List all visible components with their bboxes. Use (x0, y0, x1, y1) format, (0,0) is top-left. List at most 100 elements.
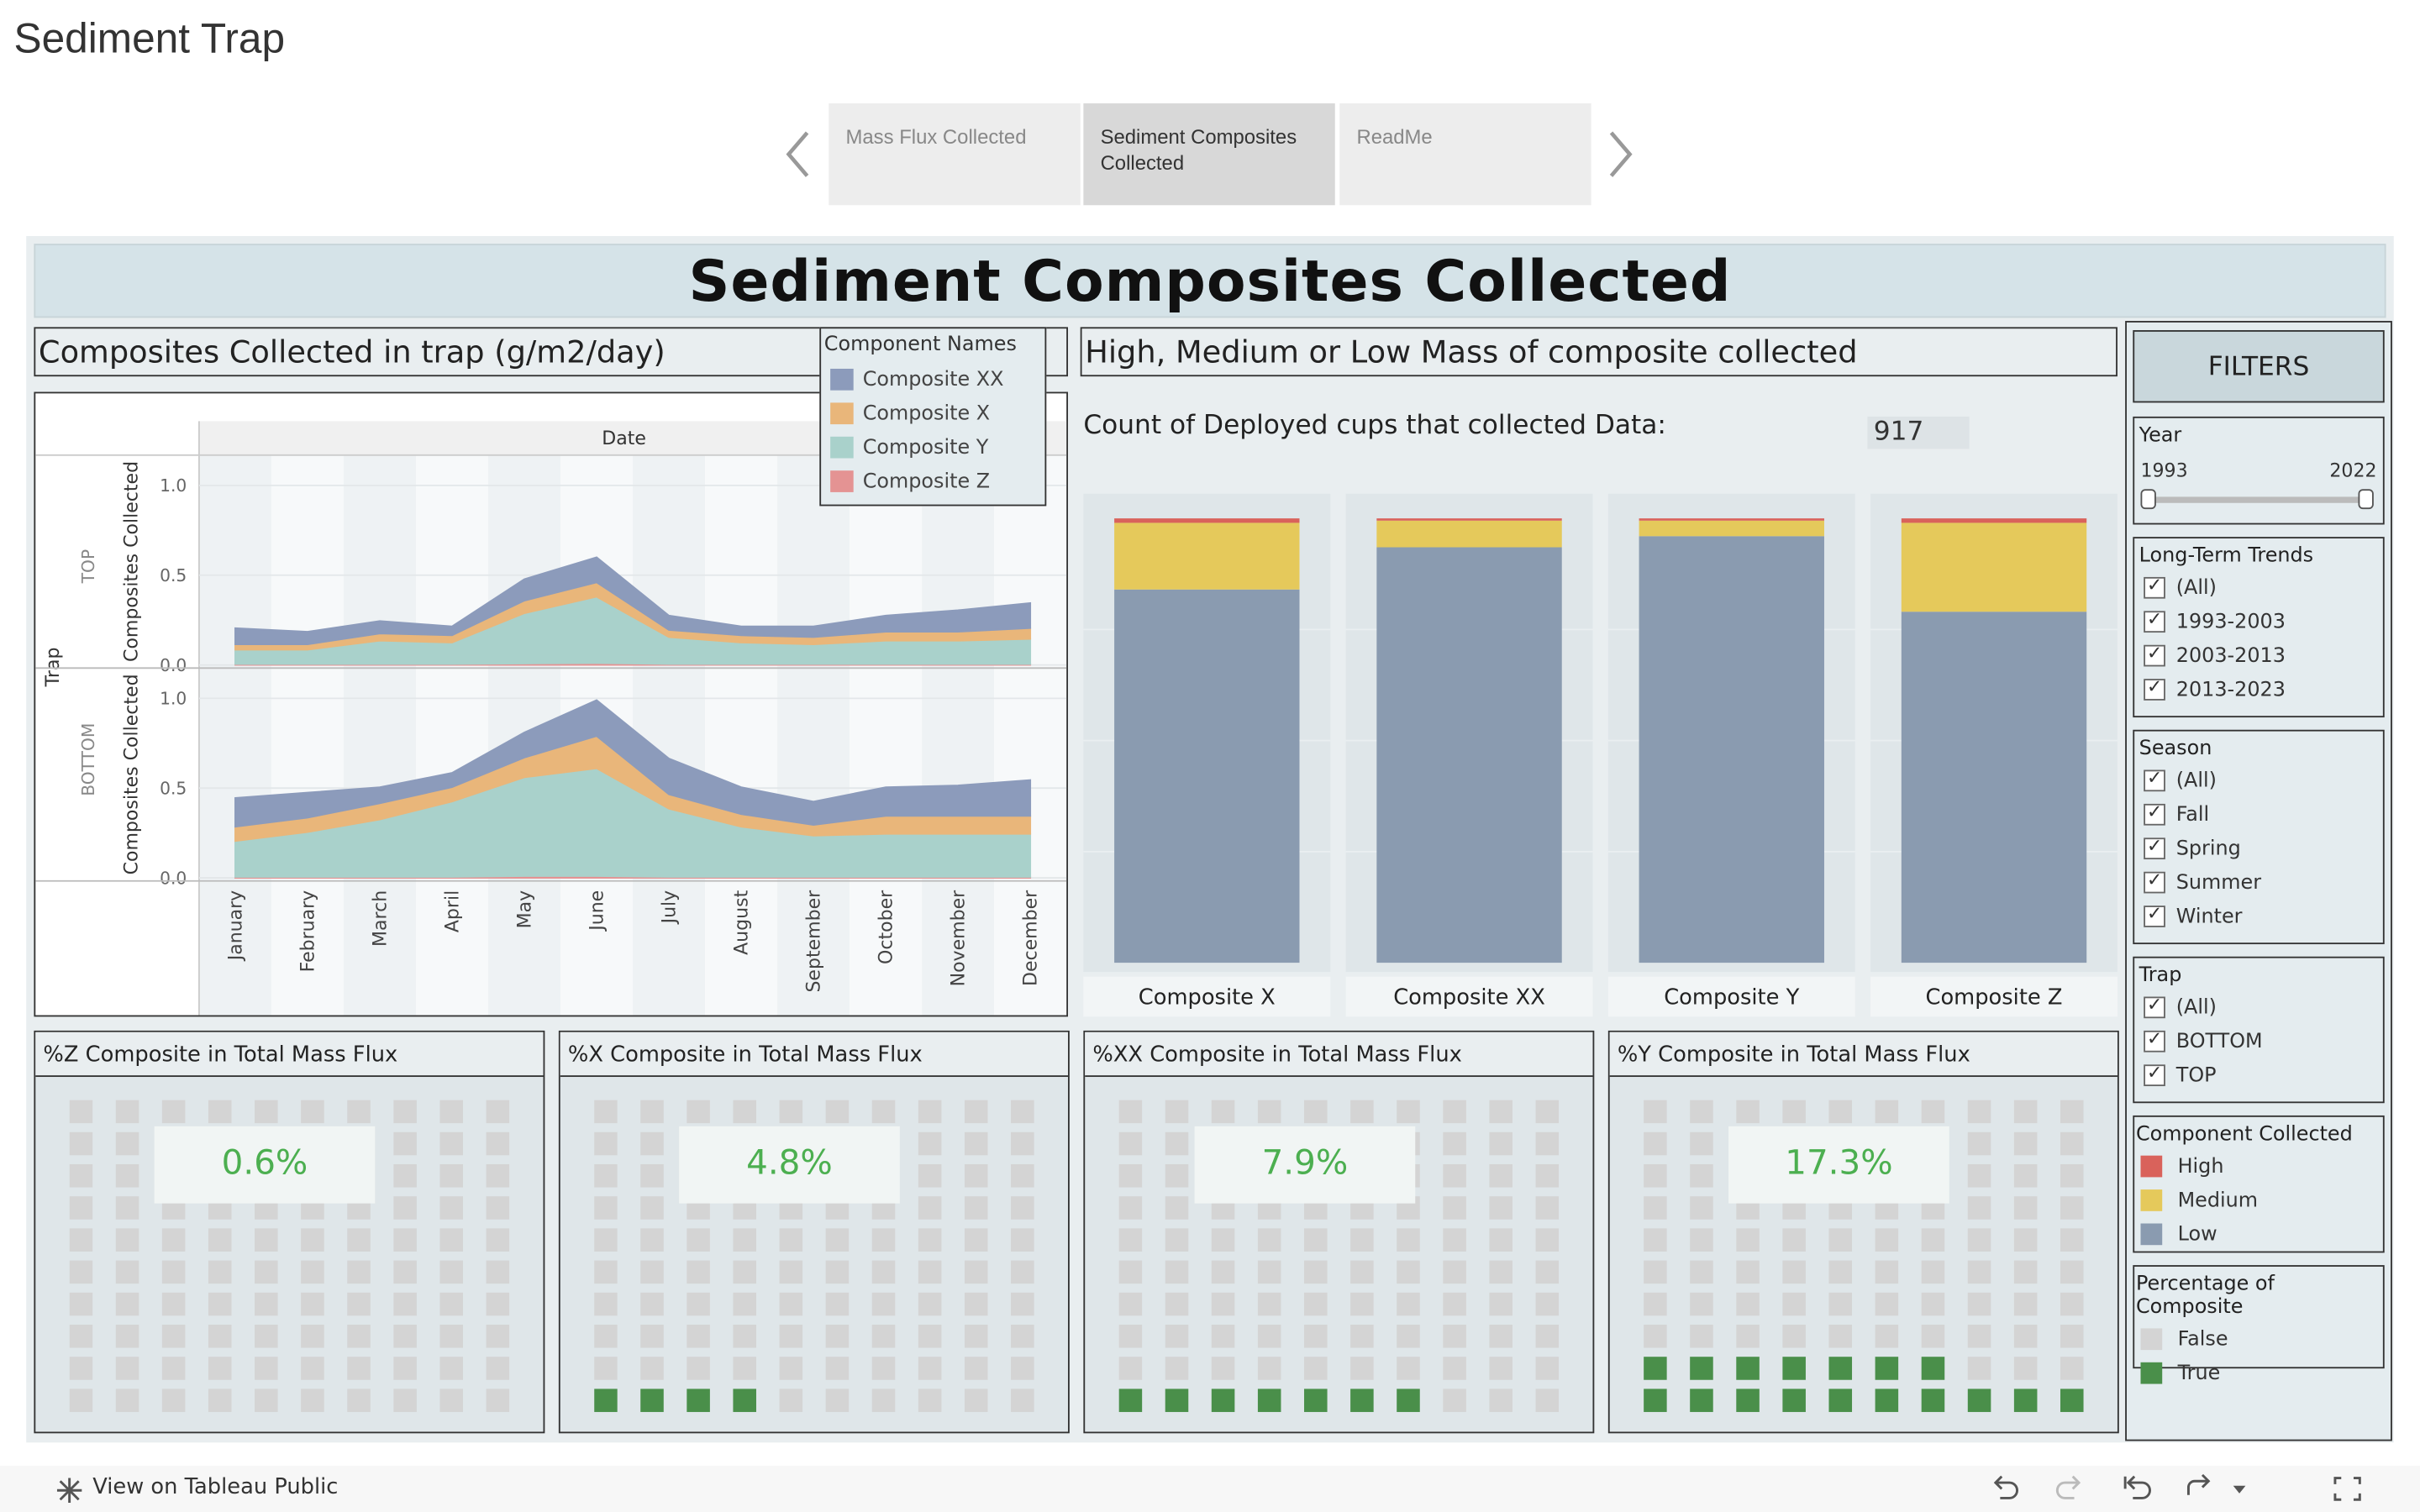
waffle-cell[interactable] (301, 1357, 324, 1380)
waffle-cell[interactable] (486, 1324, 510, 1348)
waffle-cell[interactable] (640, 1100, 664, 1124)
waffle-cell[interactable] (1967, 1357, 1991, 1380)
waffle-cell[interactable] (640, 1357, 664, 1380)
waffle-cell[interactable] (871, 1260, 896, 1284)
waffle-cell[interactable] (115, 1131, 139, 1156)
waffle-cell[interactable] (1211, 1100, 1235, 1124)
waffle-cell[interactable] (1875, 1260, 1899, 1284)
waffle-cell[interactable] (161, 1100, 186, 1124)
waffle-cell[interactable] (1967, 1131, 1991, 1156)
legend-item-composite-xx[interactable]: Composite XX (824, 363, 1042, 396)
waffle-cell[interactable] (1736, 1100, 1760, 1124)
checkbox[interactable] (2144, 767, 2165, 792)
tab-readme[interactable]: ReadMe (1339, 103, 1591, 206)
waffle-cell[interactable] (1782, 1389, 1806, 1412)
waffle-cell[interactable] (594, 1357, 618, 1380)
waffle-cell[interactable] (161, 1324, 186, 1348)
waffle-cell[interactable] (1397, 1228, 1420, 1252)
waffle-cell[interactable] (1397, 1100, 1420, 1124)
waffle-cell[interactable] (1967, 1324, 1991, 1348)
waffle-cell[interactable] (779, 1324, 803, 1348)
waffle-cell[interactable] (1443, 1100, 1466, 1124)
waffle-cell[interactable] (1535, 1163, 1560, 1188)
waffle-cell[interactable] (1875, 1100, 1899, 1124)
waffle-cell[interactable] (1489, 1324, 1512, 1348)
waffle-cell[interactable] (115, 1324, 139, 1348)
waffle-cell[interactable] (687, 1389, 710, 1412)
waffle-cell[interactable] (1257, 1100, 1281, 1124)
waffle-cell[interactable] (1535, 1131, 1560, 1156)
waffle-cell[interactable] (640, 1389, 664, 1412)
waffle-cell[interactable] (2013, 1389, 2038, 1412)
season-option-all[interactable]: (All) (2134, 764, 2383, 797)
waffle-cell[interactable] (1828, 1292, 1853, 1316)
waffle-cell[interactable] (1011, 1131, 1034, 1156)
waffle-cell[interactable] (1211, 1357, 1235, 1380)
tab-mass-flux-collected[interactable]: Mass Flux Collected (829, 103, 1081, 206)
waffle-cell[interactable] (255, 1389, 278, 1412)
waffle-cell[interactable] (69, 1163, 93, 1188)
waffle-cell[interactable] (1644, 1163, 1667, 1188)
waffle-cell[interactable] (301, 1389, 324, 1412)
waffle-cell[interactable] (1211, 1260, 1235, 1284)
waffle-cell[interactable] (1443, 1131, 1466, 1156)
waffle-cell[interactable] (594, 1196, 618, 1220)
waffle-cell[interactable] (393, 1196, 417, 1220)
waffle-cell[interactable] (69, 1196, 93, 1220)
waffle-cell[interactable] (2060, 1196, 2084, 1220)
waffle-cell[interactable] (918, 1324, 942, 1348)
waffle-cell[interactable] (1690, 1228, 1713, 1252)
waffle-cell[interactable] (208, 1389, 232, 1412)
waffle-cell[interactable] (393, 1260, 417, 1284)
waffle-cell[interactable] (687, 1260, 710, 1284)
waffle-cell[interactable] (687, 1100, 710, 1124)
waffle-cell[interactable] (2013, 1228, 2038, 1252)
waffle-cell[interactable] (486, 1131, 510, 1156)
waffle-cell[interactable] (439, 1389, 464, 1412)
view-on-tableau-public-link[interactable]: View on Tableau Public (92, 1474, 339, 1500)
waffle-z-composite[interactable]: %Z Composite in Total Mass Flux 0.6% (34, 1030, 545, 1434)
waffle-cell[interactable] (69, 1389, 93, 1412)
year-slider-track[interactable] (2146, 496, 2368, 503)
waffle-cell[interactable] (1165, 1228, 1189, 1252)
waffle-cell[interactable] (825, 1100, 850, 1124)
waffle-cell[interactable] (779, 1357, 803, 1380)
checkbox[interactable] (2144, 902, 2165, 927)
waffle-cell[interactable] (733, 1389, 756, 1412)
lt-option-1993-2003[interactable]: 1993-2003 (2134, 605, 2383, 638)
waffle-cell[interactable] (1690, 1163, 1713, 1188)
component-names-legend[interactable]: Component Names Composite XX Composite X… (819, 327, 1047, 507)
waffle-cell[interactable] (1875, 1357, 1899, 1380)
waffle-cell[interactable] (1443, 1163, 1466, 1188)
waffle-cell[interactable] (640, 1324, 664, 1348)
waffle-cell[interactable] (1011, 1100, 1034, 1124)
waffle-cell[interactable] (687, 1228, 710, 1252)
waffle-cell[interactable] (918, 1357, 942, 1380)
waffle-cell[interactable] (1690, 1357, 1713, 1380)
waffle-cell[interactable] (964, 1357, 988, 1380)
waffle-cell[interactable] (486, 1100, 510, 1124)
waffle-cell[interactable] (2060, 1357, 2084, 1380)
waffle-cell[interactable] (301, 1100, 324, 1124)
waffle-cell[interactable] (1921, 1228, 1945, 1252)
waffle-cell[interactable] (1443, 1389, 1466, 1412)
checkbox[interactable] (2144, 801, 2165, 826)
checkbox[interactable] (2144, 1062, 2165, 1087)
waffle-cell[interactable] (594, 1131, 618, 1156)
waffle-cell[interactable] (1967, 1292, 1991, 1316)
waffle-cell[interactable] (1967, 1100, 1991, 1124)
waffle-cell[interactable] (1828, 1100, 1853, 1124)
checkbox[interactable] (2144, 869, 2165, 894)
bar-segment-high[interactable] (1639, 518, 1824, 521)
waffle-cell[interactable] (393, 1163, 417, 1188)
waffle-cell[interactable] (733, 1228, 756, 1252)
waffle-cell[interactable] (1535, 1196, 1560, 1220)
waffle-cell[interactable] (918, 1228, 942, 1252)
waffle-cell[interactable] (1644, 1389, 1667, 1412)
waffle-cell[interactable] (486, 1228, 510, 1252)
waffle-cell[interactable] (964, 1196, 988, 1220)
lt-option-2013-2023[interactable]: 2013-2023 (2134, 673, 2383, 706)
waffle-cell[interactable] (1165, 1131, 1189, 1156)
waffle-cell[interactable] (439, 1196, 464, 1220)
waffle-xx-composite[interactable]: %XX Composite in Total Mass Flux 7.9% (1083, 1030, 1595, 1434)
